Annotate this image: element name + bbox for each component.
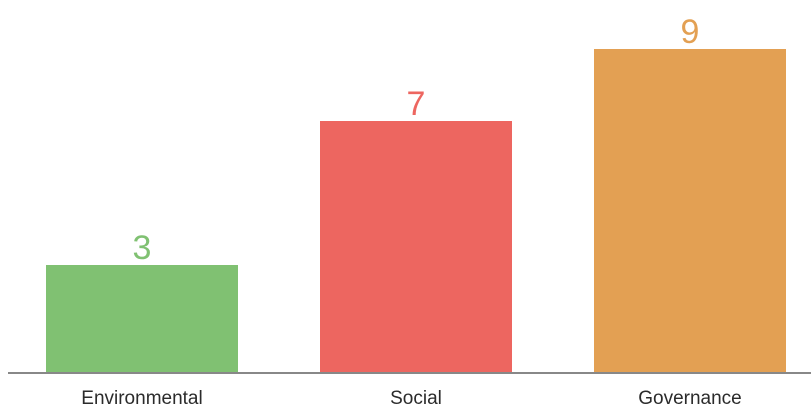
bar-social [320, 121, 512, 373]
value-label-social: 7 [407, 85, 426, 123]
category-labels-layer: Environmental Social Governance [81, 388, 741, 409]
value-labels-layer: 3 7 9 [133, 13, 700, 267]
bar-governance [594, 49, 786, 373]
value-label-governance: 9 [681, 13, 700, 51]
category-label-social: Social [390, 388, 442, 409]
category-label-environmental: Environmental [81, 388, 202, 409]
category-label-governance: Governance [638, 388, 742, 409]
bars-layer [46, 49, 786, 373]
bar-environmental [46, 265, 238, 373]
value-label-environmental: 3 [133, 229, 152, 267]
